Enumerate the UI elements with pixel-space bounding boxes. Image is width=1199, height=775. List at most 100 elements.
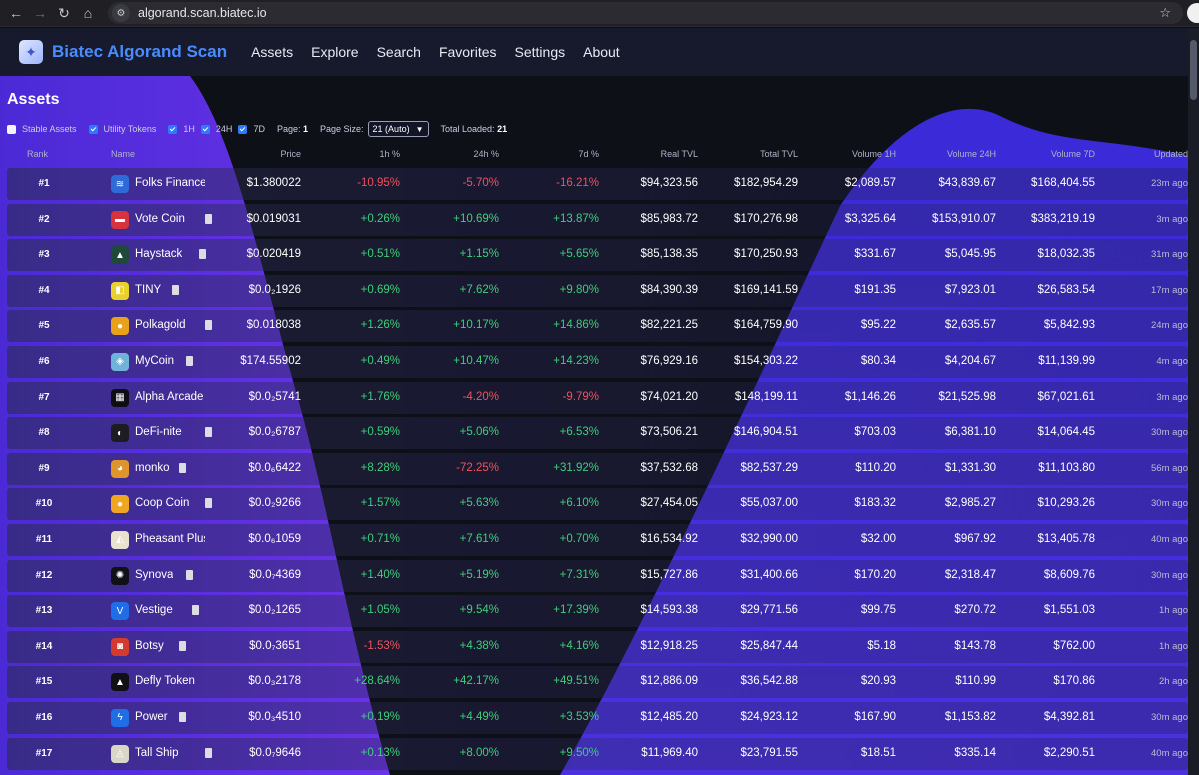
col-volume-1h[interactable]: Volume 1H [851, 149, 896, 159]
menu-about[interactable]: About [583, 44, 620, 60]
table-row[interactable]: #17 ◬ Tall Ship $0.0₇9646 +0.13% +8.00% … [7, 737, 1188, 770]
menu-search[interactable]: Search [376, 44, 421, 60]
volume-7d-cell: $13,405.78 [1037, 532, 1095, 545]
copy-icon[interactable] [179, 640, 186, 651]
menu-assets[interactable]: Assets [251, 44, 294, 60]
copy-icon[interactable] [205, 747, 213, 758]
table-row[interactable]: #7 ▦ Alpha Arcade $0.0₂5741 +1.76% -4.20… [7, 381, 1188, 414]
col-total-tvl[interactable]: Total TVL [760, 149, 798, 159]
table-row[interactable]: #14 ◙ Botsy $0.0₇3651 -1.53% +4.38% +4.1… [7, 630, 1188, 663]
utility-tokens-toggle[interactable]: Utility Tokens [88, 124, 156, 134]
col-7d[interactable]: 7d % [578, 149, 599, 159]
asset-name-link[interactable]: Alpha Arcade [135, 390, 204, 403]
address-bar[interactable]: ⚙ algorand.scan.biatec.io ☆ [108, 2, 1183, 24]
asset-name-link[interactable]: Power [135, 710, 168, 723]
copy-icon[interactable] [179, 711, 186, 722]
table-row[interactable]: #11 ◭ Pheasant Plus $0.0₆1059 +0.71% +7.… [7, 523, 1188, 556]
stable-assets-checkbox[interactable] [7, 124, 16, 134]
total-tvl-cell: $29,771.56 [740, 604, 798, 617]
stable-assets-toggle[interactable]: Stable Assets [7, 124, 77, 134]
col-price[interactable]: Price [280, 149, 301, 159]
copy-icon[interactable] [198, 249, 206, 260]
col-24h[interactable]: 24h % [473, 149, 499, 159]
h24-checkbox[interactable] [200, 124, 210, 134]
table-row[interactable]: #2 ▬ Vote Coin $0.019031 +0.26% +10.69% … [7, 203, 1188, 236]
volume-7d-cell: $762.00 [1053, 639, 1095, 652]
table-row[interactable]: #4 ◧ TINY $0.0₂1926 +0.69% +7.62% +9.80%… [7, 274, 1188, 307]
copy-icon[interactable] [179, 462, 186, 473]
asset-name-link[interactable]: Pheasant Plus [135, 532, 205, 545]
brand-title[interactable]: Biatec Algorand Scan [52, 42, 228, 61]
volume-7d-cell: $1,551.03 [1043, 604, 1095, 617]
asset-name-link[interactable]: Tall Ship [135, 746, 179, 759]
asset-name-link[interactable]: Defly Token [135, 675, 195, 688]
volume-24h-cell: $6,381.10 [944, 426, 996, 439]
asset-name-link[interactable]: Botsy [135, 639, 164, 652]
table-row[interactable]: #3 ▲ Haystack $0.020419 +0.51% +1.15% +5… [7, 239, 1188, 272]
page-size-select[interactable]: 21 (Auto) ▼ [367, 121, 429, 137]
bookmark-star-icon[interactable]: ☆ [1159, 5, 1171, 20]
asset-name-link[interactable]: DeFi-nite [135, 426, 182, 439]
menu-explore[interactable]: Explore [311, 44, 359, 60]
home-icon[interactable]: ⌂ [83, 5, 93, 21]
d7-checkbox[interactable] [238, 124, 248, 134]
asset-name-link[interactable]: Polkagold [135, 319, 186, 332]
asset-name-link[interactable]: MyCoin [135, 354, 174, 367]
asset-name-link[interactable]: Coop Coin [135, 497, 190, 510]
table-row[interactable]: #5 ● Polkagold $0.018038 +1.26% +10.17% … [7, 310, 1188, 343]
table-row[interactable]: #10 ● Coop Coin $0.0₂9266 +1.57% +5.63% … [7, 488, 1188, 521]
asset-name-link[interactable]: Haystack [135, 248, 183, 261]
menu-settings[interactable]: Settings [514, 44, 566, 60]
h1-checkbox[interactable] [168, 124, 178, 134]
table-row[interactable]: #13 V Vestige $0.0₂1265 +1.05% +9.54% +1… [7, 595, 1188, 628]
col-volume-24h[interactable]: Volume 24H [946, 149, 996, 159]
forward-arrow-icon[interactable]: → [33, 5, 47, 21]
col-rank[interactable]: Rank [27, 149, 49, 159]
copy-icon[interactable] [205, 213, 213, 224]
asset-name-link[interactable]: Vestige [135, 604, 173, 617]
col-1h[interactable]: 1h % [379, 149, 400, 159]
copy-icon[interactable] [192, 605, 200, 616]
copy-icon[interactable] [205, 498, 213, 509]
volume-24h-cell: $335.14 [954, 746, 996, 759]
utility-tokens-checkbox[interactable] [88, 124, 98, 134]
copy-icon[interactable] [185, 355, 193, 366]
d7-toggle[interactable]: 7D [238, 124, 265, 134]
col-name[interactable]: Name [111, 149, 136, 159]
reload-icon[interactable]: ↻ [58, 4, 70, 21]
botsy-icon: ◙ [111, 637, 129, 656]
table-row[interactable]: #1 ≋ Folks Finance $1.380022 -10.95% -5.… [7, 168, 1188, 200]
table-row[interactable]: #6 ◈ MyCoin $174.55902 +0.49% +10.47% +1… [7, 345, 1188, 378]
rank-cell: #16 [35, 711, 53, 723]
col-volume-7d[interactable]: Volume 7D [1050, 149, 1095, 159]
table-row[interactable]: #15 ▲ Defly Token $0.0₃2178 +28.64% +42.… [7, 666, 1188, 699]
asset-name-link[interactable]: TINY [135, 283, 162, 296]
url-text[interactable]: algorand.scan.biatec.io [138, 6, 267, 20]
table-row[interactable]: #12 ✺ Synova $0.0₇4369 +1.40% +5.19% +7.… [7, 559, 1188, 592]
copy-icon[interactable] [205, 320, 213, 331]
asset-name-link[interactable]: monko [135, 461, 170, 474]
volume-1h-cell: $1,146.26 [844, 390, 896, 403]
back-arrow-icon[interactable]: ← [9, 5, 23, 21]
table-row[interactable]: #9 ◕ monko $0.0₆6422 +8.28% -72.25% +31.… [7, 452, 1188, 485]
col-updated[interactable]: Updated [1153, 149, 1188, 159]
table-row[interactable]: #16 ϟ Power $0.0₃4510 +0.19% +4.49% +3.5… [7, 701, 1188, 734]
copy-icon[interactable] [172, 284, 180, 295]
asset-name-link[interactable]: Folks Finance [135, 177, 205, 189]
copy-icon[interactable] [205, 427, 213, 438]
col-real-tvl[interactable]: Real TVL [660, 149, 698, 159]
h1-toggle[interactable]: 1H [168, 124, 195, 134]
scrollbar-thumb[interactable] [1190, 40, 1197, 100]
table-row[interactable]: #8 ◐ DeFi-nite $0.0₂6787 +0.59% +5.06% +… [7, 417, 1188, 450]
site-info-icon[interactable]: ⚙ [112, 4, 130, 22]
asset-name-link[interactable]: Vote Coin [135, 212, 185, 225]
h24-toggle[interactable]: 24H [200, 124, 232, 134]
asset-name-link[interactable]: Synova [135, 568, 174, 581]
copy-icon[interactable] [185, 569, 193, 580]
biatec-logo-icon[interactable]: ✦ [19, 40, 43, 64]
menu-favorites[interactable]: Favorites [438, 44, 497, 60]
assets-table: #1 ≋ Folks Finance $1.380022 -10.95% -5.… [7, 168, 1188, 773]
real-tvl-cell: $12,485.20 [640, 710, 698, 723]
profile-avatar[interactable] [1187, 3, 1199, 23]
page-scrollbar[interactable] [1188, 28, 1199, 775]
